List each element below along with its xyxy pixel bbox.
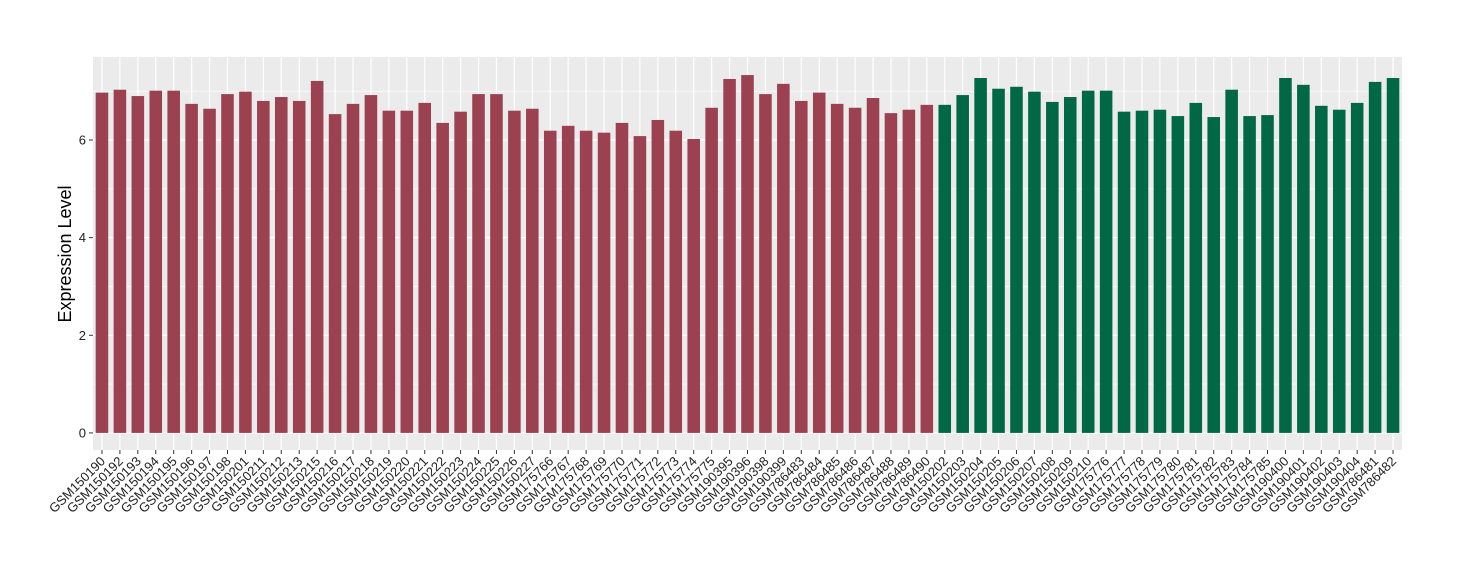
bar-GSM175770	[615, 122, 629, 433]
bars	[95, 75, 1400, 433]
bar-GSM190402	[1315, 105, 1328, 433]
bar-GSM150219	[382, 110, 396, 433]
bar-GSM150216	[328, 114, 342, 433]
bar-GSM175778	[1135, 110, 1149, 433]
bar-GSM786486	[848, 107, 862, 433]
bar-GSM175774	[687, 139, 700, 433]
bar-GSM150226	[508, 110, 521, 433]
bar-GSM175775	[705, 107, 718, 433]
bar-GSM175767	[561, 125, 575, 433]
bar-GSM175782	[1207, 117, 1220, 433]
bar-GSM786483	[795, 100, 808, 433]
y-tick-label: 2	[79, 328, 86, 343]
bar-GSM786488	[884, 113, 898, 433]
bar-GSM150203	[956, 95, 969, 433]
y-axis-label: Expression Level	[55, 185, 75, 322]
bar-GSM175768	[579, 130, 593, 433]
bar-GSM150221	[418, 102, 432, 433]
y-tick-label: 6	[79, 132, 86, 147]
bar-GSM150218	[364, 95, 378, 433]
bar-GSM150209	[1063, 97, 1077, 433]
y-tick-label: 0	[79, 425, 86, 440]
bar-GSM150210	[1081, 90, 1095, 433]
bar-GSM150213	[292, 100, 306, 433]
bar-GSM175784	[1243, 116, 1256, 433]
bar-GSM150207	[1028, 91, 1041, 433]
bar-GSM150211	[257, 100, 270, 433]
bar-GSM150190	[95, 92, 109, 433]
y-tick-label: 4	[79, 230, 86, 245]
bar-GSM150198	[221, 94, 234, 433]
bar-GSM175772	[651, 119, 665, 433]
bar-GSM175785	[1261, 115, 1274, 433]
bar-GSM190403	[1332, 109, 1346, 433]
bar-GSM150193	[131, 96, 145, 433]
bar-GSM190395	[723, 78, 736, 433]
bar-GSM190400	[1279, 77, 1292, 433]
bar-GSM150194	[149, 90, 163, 433]
bar-GSM175766	[543, 130, 557, 433]
bar-GSM150206	[1010, 86, 1023, 433]
bar-GSM786485	[830, 103, 844, 433]
bar-GSM190399	[777, 83, 790, 433]
bar-GSM150205	[992, 88, 1005, 433]
bar-GSM150225	[490, 94, 503, 433]
bar-GSM150202	[938, 104, 952, 433]
x-axis: GSM150190GSM150192GSM150193GSM150194GSM1…	[46, 450, 1399, 516]
bar-GSM786481	[1368, 81, 1382, 433]
bar-GSM150201	[239, 91, 252, 433]
bar-GSM150222	[436, 122, 449, 433]
bar-GSM150196	[185, 103, 198, 433]
bar-GSM786490	[920, 104, 934, 433]
bar-GSM190396	[741, 75, 754, 433]
bar-GSM175777	[1117, 111, 1131, 433]
bar-GSM786487	[866, 98, 880, 433]
bar-GSM150212	[275, 97, 288, 433]
bar-GSM175771	[633, 136, 647, 433]
bar-GSM175781	[1189, 102, 1203, 433]
bar-GSM190398	[759, 94, 772, 433]
bar-GSM175779	[1153, 109, 1167, 433]
bar-GSM150215	[310, 80, 324, 433]
bar-GSM175773	[669, 130, 683, 433]
bar-GSM150217	[346, 103, 360, 433]
bar-GSM175776	[1099, 90, 1113, 433]
bar-GSM150224	[472, 94, 485, 433]
bar-GSM150223	[454, 111, 467, 433]
bar-GSM786489	[902, 109, 916, 433]
bar-GSM175769	[597, 132, 611, 433]
bar-GSM175783	[1225, 89, 1238, 433]
y-axis: 0 2 4 6	[79, 132, 93, 440]
bar-GSM175780	[1171, 116, 1185, 433]
bar-GSM150197	[203, 108, 216, 433]
bar-GSM786482	[1386, 77, 1400, 433]
bar-GSM786484	[812, 92, 826, 433]
bar-GSM150208	[1046, 101, 1059, 433]
bar-GSM150195	[167, 90, 180, 433]
bar-GSM190404	[1350, 102, 1364, 433]
bar-GSM190401	[1297, 84, 1310, 433]
bar-GSM150227	[526, 108, 539, 433]
bar-GSM150220	[400, 110, 414, 433]
bar-GSM150204	[974, 77, 987, 433]
bar-GSM150192	[113, 89, 127, 433]
